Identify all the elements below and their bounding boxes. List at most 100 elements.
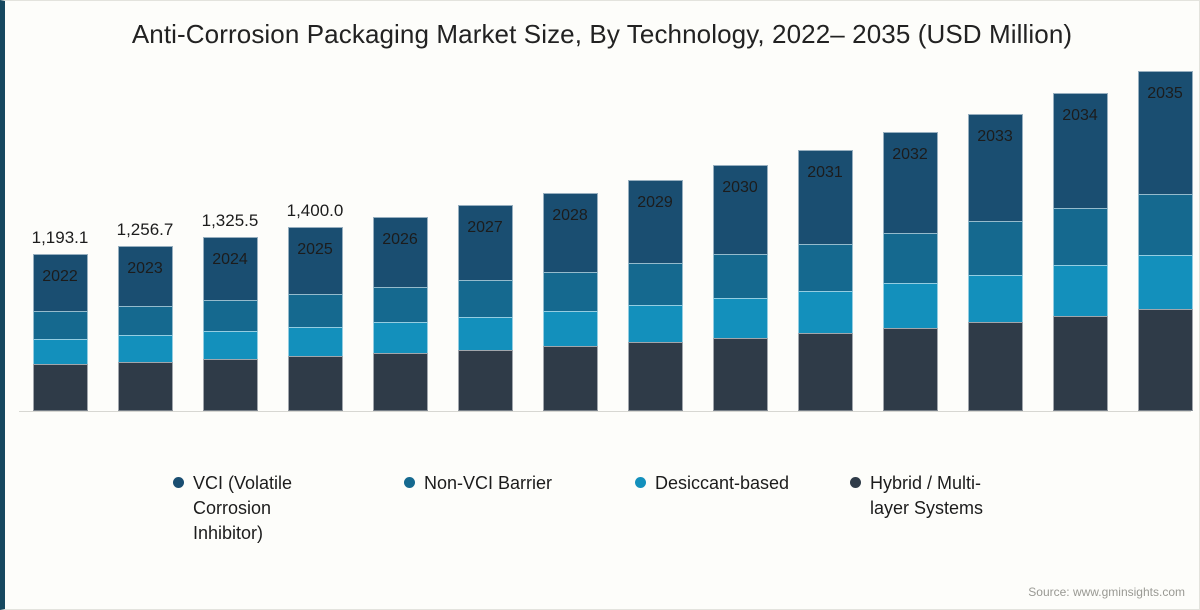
legend-color-dot [404, 477, 415, 488]
bar-segment[interactable] [627, 179, 683, 264]
chart-legend: VCI (Volatile Corrosion Inhibitor) Non-VC… [5, 471, 1199, 561]
bar-segment[interactable] [202, 358, 258, 411]
bar-segment[interactable] [117, 246, 173, 306]
bar-segment[interactable] [1052, 265, 1108, 316]
bar-segment[interactable] [627, 341, 683, 411]
bar-segment[interactable] [797, 149, 853, 244]
bar-group[interactable]: 2034 [1052, 93, 1108, 411]
bar-stack [287, 227, 343, 411]
x-axis-tick-label: 2030 [722, 179, 758, 197]
bar-segment[interactable] [967, 274, 1023, 323]
bar-segment[interactable] [372, 286, 428, 322]
bar-segment[interactable] [457, 279, 513, 317]
legend-item[interactable]: VCI (Volatile Corrosion Inhibitor) [173, 471, 343, 546]
bar-segment[interactable] [542, 310, 598, 346]
bar-stack [32, 254, 88, 411]
bar-segment[interactable] [882, 283, 938, 328]
bar-segment[interactable] [712, 337, 768, 411]
bar-group[interactable]: 1,325.5 2024 [202, 211, 258, 411]
bar-segment[interactable] [1137, 309, 1193, 411]
bar-value-label: 1,325.5 [201, 211, 259, 230]
legend-item-label: VCI (Volatile Corrosion Inhibitor) [193, 473, 293, 543]
bar-segment[interactable] [457, 205, 513, 280]
legend-color-dot [635, 477, 646, 488]
bar-segment[interactable] [542, 271, 598, 311]
bar-segment[interactable] [372, 321, 428, 353]
bar-segment[interactable] [712, 253, 768, 299]
bar-segment[interactable] [32, 310, 88, 339]
bar-segment[interactable] [967, 113, 1023, 222]
bar-segment[interactable] [457, 349, 513, 411]
bar-segment[interactable] [1052, 315, 1108, 411]
bar-segment[interactable] [797, 291, 853, 333]
bar-segment[interactable] [1137, 71, 1193, 194]
bar-segment[interactable] [287, 227, 343, 294]
x-axis-tick-label: 2034 [1062, 107, 1098, 125]
legend-item[interactable]: Desiccant-based [635, 471, 789, 496]
bar-segment[interactable] [202, 237, 258, 300]
bar-stack [117, 246, 173, 411]
bar-segment[interactable] [32, 254, 88, 311]
bar-segment[interactable] [32, 364, 88, 411]
bar-segment[interactable] [202, 299, 258, 331]
bar-group[interactable]: 1,400.0 2025 [287, 201, 343, 411]
bar-segment[interactable] [1052, 207, 1108, 266]
bar-group[interactable]: 2027 [457, 205, 513, 411]
bar-segment[interactable] [287, 356, 343, 411]
bar-group[interactable]: 2028 [542, 193, 598, 411]
bar-segment[interactable] [542, 345, 598, 411]
bar-segment[interactable] [372, 216, 428, 287]
plot-area: 1,193.1 2022 1,256.7 2023 1,325.5 2024 1,400.0… [5, 1, 1199, 609]
bar-segment[interactable] [882, 132, 938, 234]
bar-group[interactable]: 2033 [967, 113, 1023, 411]
bar-segment[interactable] [1137, 193, 1193, 255]
bar-group[interactable]: 2032 [882, 132, 938, 411]
bar-group[interactable]: 2029 [627, 179, 683, 411]
bar-segment[interactable] [882, 233, 938, 284]
bar-segment[interactable] [882, 327, 938, 411]
bar-stack [627, 179, 683, 411]
legend-item-label: Hybrid / Multi-layer Systems [870, 473, 984, 518]
bar-value-label: 1,193.1 [31, 228, 89, 248]
bar-segment[interactable] [372, 352, 428, 411]
bar-segment[interactable] [967, 322, 1023, 411]
bar-segment[interactable] [287, 326, 343, 356]
bar-segment[interactable] [712, 298, 768, 338]
bar-segment[interactable] [1137, 254, 1193, 310]
bar-segment[interactable] [542, 193, 598, 272]
bar-stack [542, 193, 598, 411]
bar-group[interactable]: 1,193.1 2022 [32, 228, 88, 411]
bar-segment[interactable] [797, 243, 853, 292]
bar-segment[interactable] [797, 332, 853, 411]
bar-group[interactable]: 2030 [712, 165, 768, 411]
legend-color-dot [850, 477, 861, 488]
bar-segment[interactable] [202, 331, 258, 359]
legend-item[interactable]: Hybrid / Multi-layer Systems [850, 471, 1020, 521]
legend-item[interactable]: Non-VCI Barrier [404, 471, 552, 496]
x-axis-tick-label: 2027 [467, 219, 503, 237]
bar-group[interactable]: 2026 [372, 216, 428, 411]
bar-segment[interactable] [117, 361, 173, 411]
bar-group[interactable]: 2035 [1137, 71, 1193, 411]
bar-segment[interactable] [457, 316, 513, 350]
bar-group[interactable]: 1,256.7 2023 [117, 220, 173, 411]
bar-segment[interactable] [117, 335, 173, 362]
bar-segment[interactable] [627, 304, 683, 342]
bar-stack [457, 205, 513, 411]
bar-segment[interactable] [967, 221, 1023, 275]
legend-color-dot [173, 477, 184, 488]
x-axis-tick-label: 2031 [807, 163, 843, 181]
x-axis-tick-label: 2028 [552, 207, 588, 225]
bar-segment[interactable] [117, 305, 173, 336]
bar-segment[interactable] [287, 293, 343, 327]
bar-segment[interactable] [627, 263, 683, 305]
bar-value-label: 1,256.7 [116, 220, 174, 240]
bar-stack [882, 132, 938, 411]
bar-group[interactable]: 2031 [797, 149, 853, 411]
bar-value-label: 1,400.0 [286, 201, 344, 221]
bar-stack [797, 149, 853, 411]
bar-segment[interactable] [32, 338, 88, 364]
bar-segment[interactable] [712, 165, 768, 254]
bar-segment[interactable] [1052, 93, 1108, 208]
